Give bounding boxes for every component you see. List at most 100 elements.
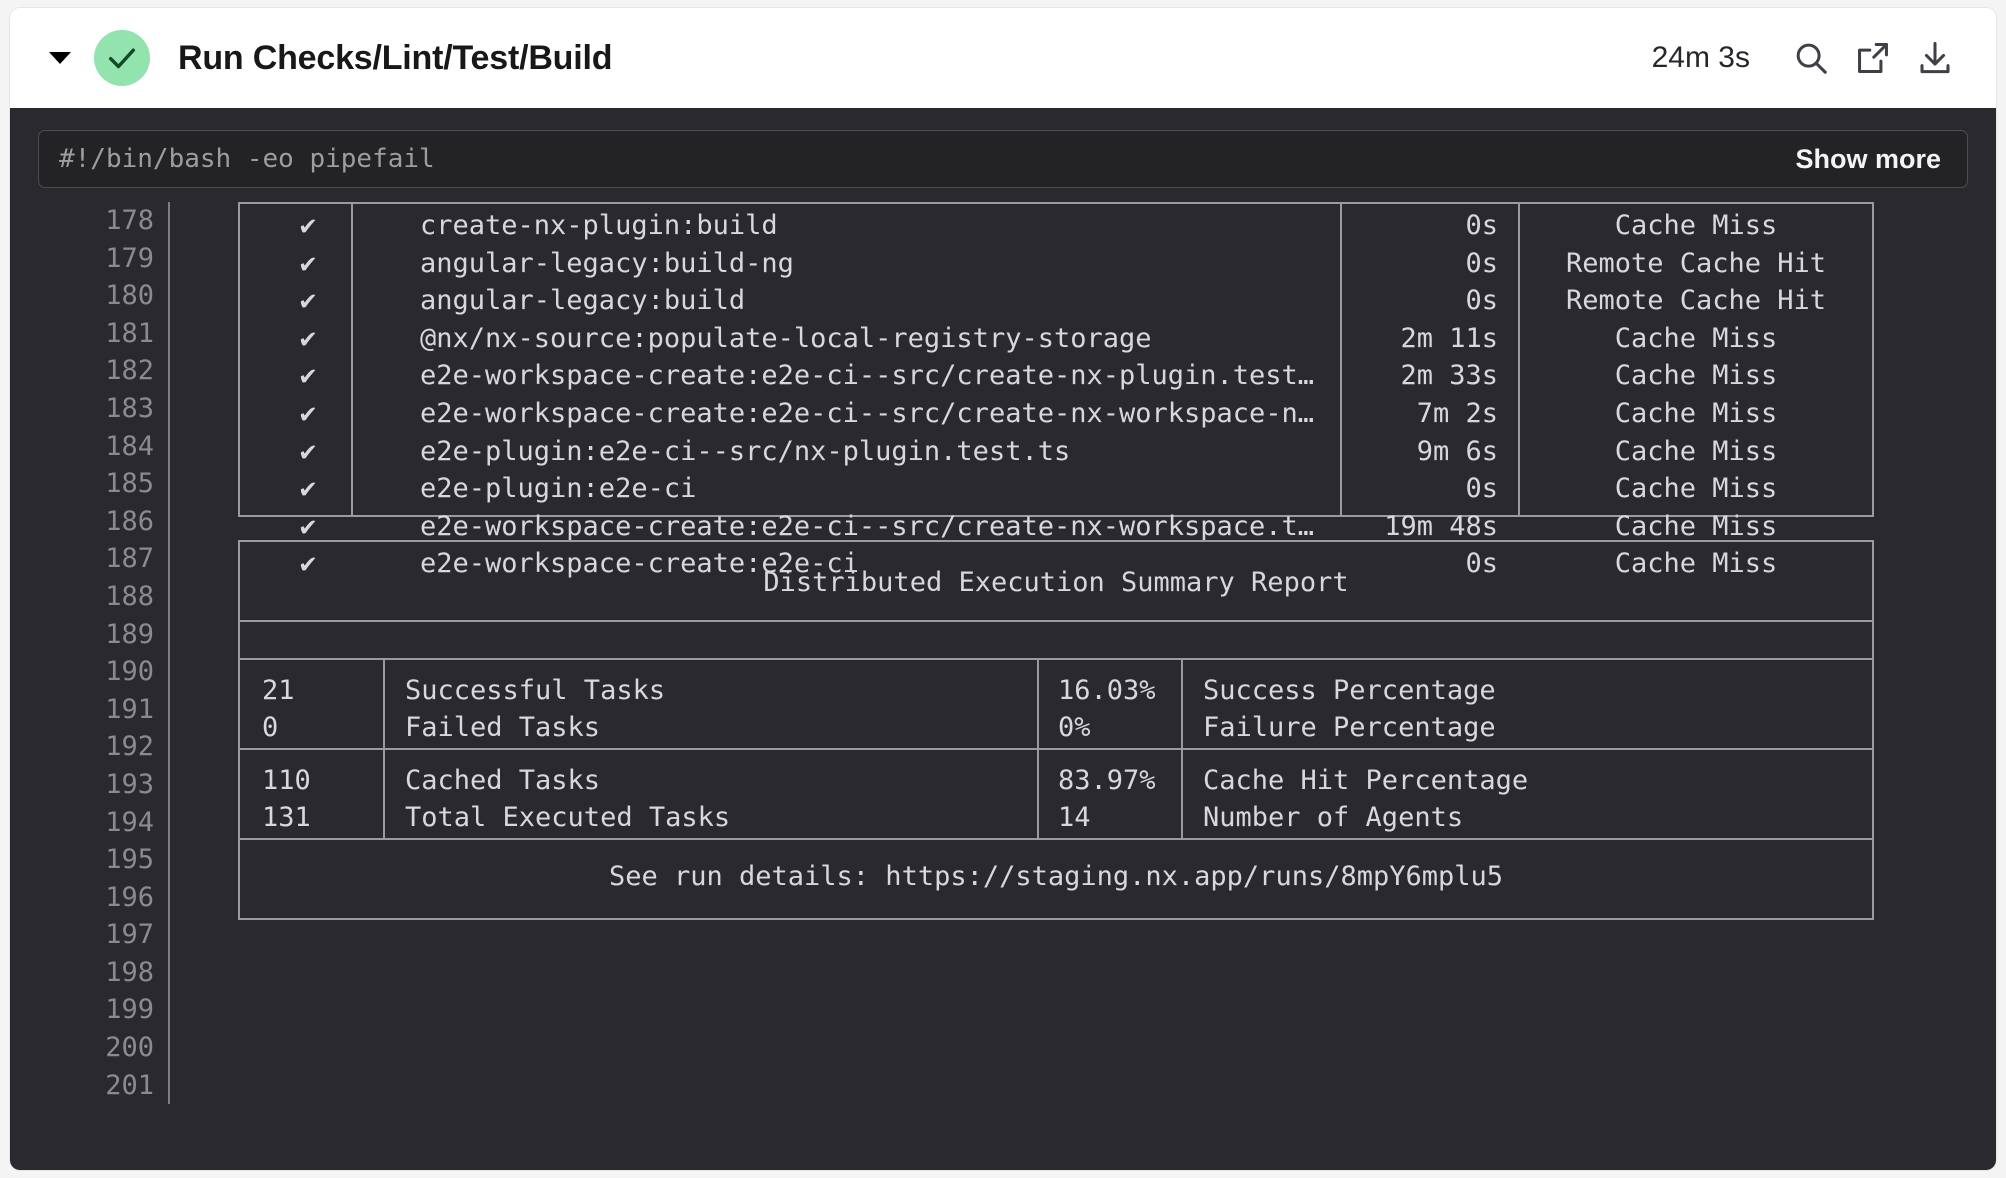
summary-count-label: Successful Tasks <box>405 675 666 706</box>
line-number: 182 <box>105 355 154 387</box>
task-duration: 9m 6s <box>1416 435 1498 467</box>
table-row: ✔ create-nx-plugin:build 0s Cache Miss <box>240 207 1872 245</box>
summary-count-value: 110 <box>262 765 311 796</box>
line-number: 197 <box>105 919 154 951</box>
chevron-down-icon <box>49 52 71 64</box>
line-number: 192 <box>105 731 154 763</box>
task-cache-status: Cache Miss <box>1614 322 1778 354</box>
line-number: 183 <box>105 392 154 424</box>
line-number: 185 <box>105 468 154 500</box>
log-content: ✔ create-nx-plugin:build 0s Cache Miss ✔ angu… <box>170 202 1996 1104</box>
command-text: #!/bin/bash -eo pipefail <box>59 144 435 174</box>
line-number: 196 <box>105 881 154 913</box>
check-icon: ✔ <box>299 360 317 392</box>
task-duration: 19m 48s <box>1384 510 1498 542</box>
command-bar: #!/bin/bash -eo pipefail Show more <box>38 130 1968 188</box>
show-more-button[interactable]: Show more <box>1775 134 1961 185</box>
line-number: 178 <box>105 205 154 236</box>
task-name: angular-legacy:build-ng <box>420 247 794 279</box>
line-number: 201 <box>105 1069 154 1101</box>
task-name: angular-legacy:build <box>420 285 746 317</box>
table-row: ✔ e2e-workspace-create:e2e-ci--src/create… <box>240 357 1872 395</box>
search-icon[interactable] <box>1780 27 1842 89</box>
line-number: 190 <box>105 656 154 688</box>
summary-divider-3 <box>1181 660 1183 838</box>
summary-count-label: Total Executed Tasks <box>405 802 731 833</box>
summary-count-value: 21 <box>262 675 295 706</box>
task-duration: 0s <box>1465 285 1498 317</box>
line-number: 180 <box>105 280 154 312</box>
table-row: ✔ e2e-plugin:e2e-ci 0s Cache Miss <box>240 470 1872 508</box>
expand-collapse-toggle[interactable] <box>38 52 82 64</box>
task-name: create-nx-plugin:build <box>420 210 778 241</box>
task-row-list: ✔ create-nx-plugin:build 0s Cache Miss ✔ angu… <box>240 207 1872 583</box>
task-cache-status: Remote Cache Hit <box>1565 285 1827 317</box>
line-number: 200 <box>105 1032 154 1064</box>
external-link-icon[interactable] <box>1842 27 1904 89</box>
check-icon: ✔ <box>299 247 317 279</box>
line-number: 179 <box>105 242 154 274</box>
line-number: 193 <box>105 768 154 800</box>
task-cache-status: Cache Miss <box>1614 435 1778 467</box>
task-duration: 0s <box>1465 548 1498 580</box>
summary-percent-label: Number of Agents <box>1203 802 1464 833</box>
check-icon: ✔ <box>299 210 317 241</box>
summary-count-label: Failed Tasks <box>405 712 601 743</box>
task-name: e2e-workspace-create:e2e-ci--src/create-… <box>420 510 1315 542</box>
task-name: e2e-workspace-create:e2e-ci--src/create-… <box>420 360 1315 392</box>
task-cache-status: Remote Cache Hit <box>1565 247 1827 279</box>
line-number: 189 <box>105 618 154 650</box>
summary-percent-label: Failure Percentage <box>1203 712 1496 743</box>
line-number: 186 <box>105 505 154 537</box>
terminal-body: #!/bin/bash -eo pipefail Show more 178 17… <box>10 108 1996 1170</box>
task-name: e2e-plugin:e2e-ci--src/nx-plugin.test.ts <box>420 435 1071 467</box>
summary-count-value: 131 <box>262 802 311 833</box>
task-name: e2e-plugin:e2e-ci <box>420 473 697 505</box>
summary-divider-1 <box>383 660 385 838</box>
task-cache-status: Cache Miss <box>1614 548 1778 580</box>
check-icon: ✔ <box>299 285 317 317</box>
task-cache-status: Cache Miss <box>1614 510 1778 542</box>
summary-divider-2 <box>1037 660 1039 838</box>
table-row: ✔ e2e-workspace-create:e2e-ci--src/create… <box>240 508 1872 546</box>
summary-footer-border <box>240 838 1872 840</box>
summary-title: Distributed Execution Summary Report <box>763 567 1349 598</box>
page-title: Run Checks/Lint/Test/Build <box>178 38 613 77</box>
check-icon: ✔ <box>299 322 317 354</box>
summary-percent-value: 83.97% <box>1058 765 1156 796</box>
check-icon: ✔ <box>299 510 317 542</box>
summary-percent-value: 0% <box>1058 712 1091 743</box>
summary-mid-border <box>240 748 1872 750</box>
task-cache-status: Cache Miss <box>1614 473 1778 505</box>
task-duration: 0s <box>1465 210 1498 241</box>
line-number-gutter: 178 179 180 181 182 183 184 185 186 187 188 189 190 1… <box>10 202 170 1105</box>
task-name: @nx/nx-source:populate-local-registry-st… <box>420 322 1152 354</box>
task-table-divider-3 <box>1518 204 1520 515</box>
task-duration: 2m 33s <box>1400 360 1498 392</box>
table-row: ✔ @nx/nx-source:populate-local-registry-s… <box>240 320 1872 358</box>
line-number: 199 <box>105 994 154 1026</box>
summary-percent-value: 14 <box>1058 802 1091 833</box>
summary-title-bottom-border <box>240 620 1872 622</box>
job-duration: 24m 3s <box>1651 41 1750 74</box>
task-cache-status: Cache Miss <box>1614 397 1778 429</box>
summary-spacer-bottom-border <box>240 658 1872 660</box>
summary-count-value: 0 <box>262 712 279 743</box>
task-cache-status: Cache Miss <box>1614 210 1778 241</box>
task-name: e2e-workspace-create:e2e-ci--src/create-… <box>420 397 1315 429</box>
summary-percent-value: 16.03% <box>1058 675 1156 706</box>
summary-percent-label: Success Percentage <box>1203 675 1496 706</box>
check-icon: ✔ <box>299 397 317 429</box>
line-number: 187 <box>105 543 154 575</box>
table-row: ✔ angular-legacy:build-ng 0s Remote Cache H… <box>240 245 1872 283</box>
summary-count-label: Cached Tasks <box>405 765 601 796</box>
check-icon: ✔ <box>299 548 317 580</box>
log-output: 178 179 180 181 182 183 184 185 186 187 188 189 190 1… <box>10 202 1996 1105</box>
download-icon[interactable] <box>1904 27 1966 89</box>
summary-footer: See run details: https://staging.nx.app/… <box>608 861 1504 892</box>
task-duration: 7m 2s <box>1416 397 1498 429</box>
check-icon: ✔ <box>299 473 317 505</box>
line-number: 191 <box>105 693 154 725</box>
line-number: 184 <box>105 430 154 462</box>
